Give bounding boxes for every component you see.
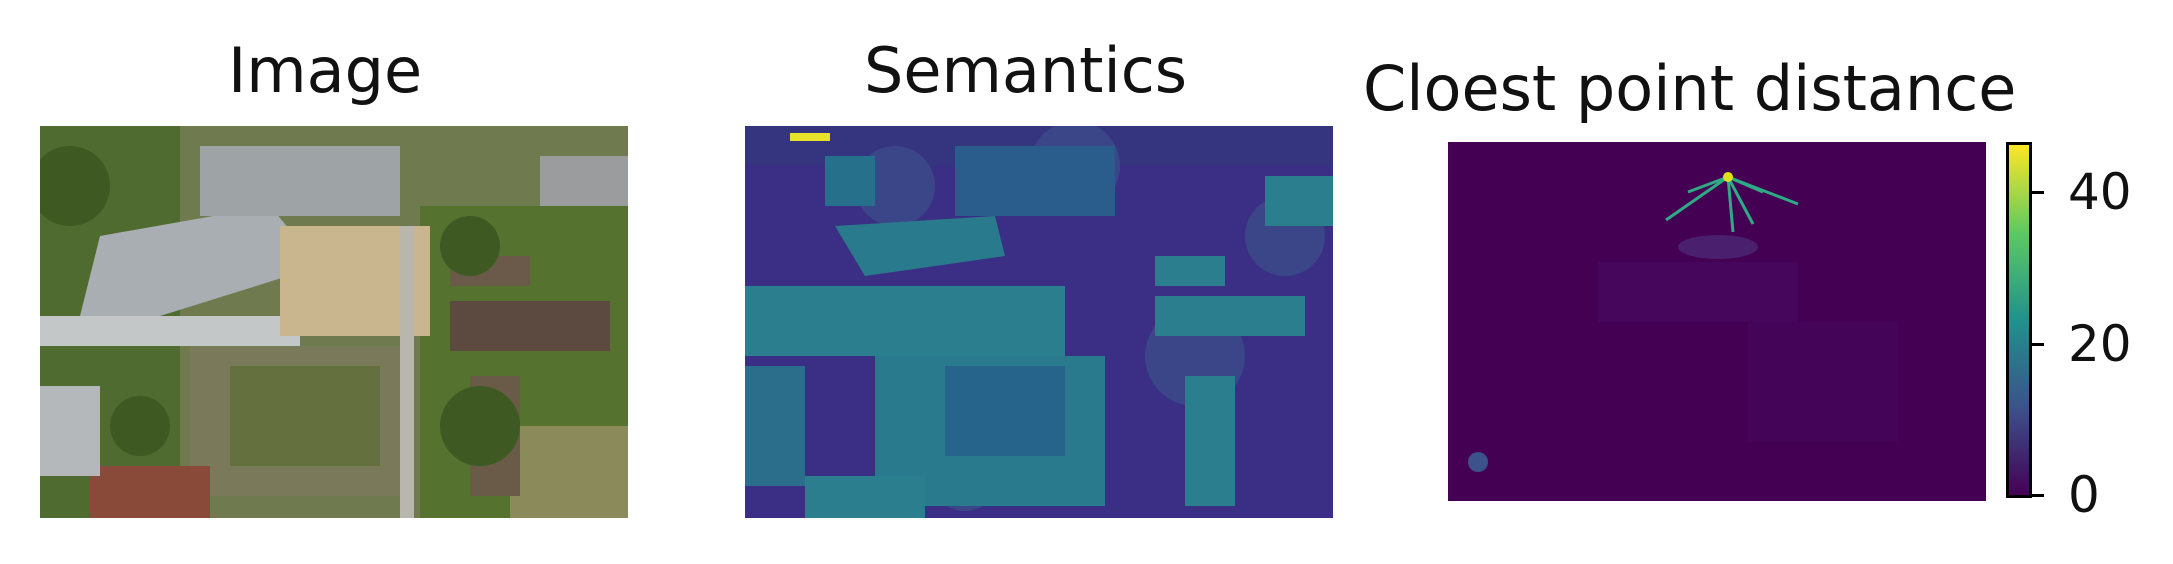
colorbar-tick-mark-20 <box>2032 343 2044 346</box>
aerial-image-drawing <box>40 126 628 518</box>
distance-map <box>1448 142 1986 501</box>
colorbar <box>2006 142 2032 498</box>
colorbar-tick-label-40: 40 <box>2068 163 2132 221</box>
panel-title-semantics: Semantics <box>864 34 1188 107</box>
colorbar-tick-label-0: 0 <box>2068 466 2100 524</box>
panel-title-distance: Cloest point distance <box>1363 52 2017 125</box>
semantics-map-drawing <box>745 126 1333 518</box>
aerial-image <box>40 126 628 518</box>
colorbar-tick-mark-0 <box>2032 494 2044 497</box>
colorbar-tick-label-20: 20 <box>2068 315 2132 373</box>
semantics-map <box>745 126 1333 518</box>
panel-title-image: Image <box>228 34 423 107</box>
distance-map-drawing <box>1448 142 1986 501</box>
colorbar-tick-mark-40 <box>2032 191 2044 194</box>
